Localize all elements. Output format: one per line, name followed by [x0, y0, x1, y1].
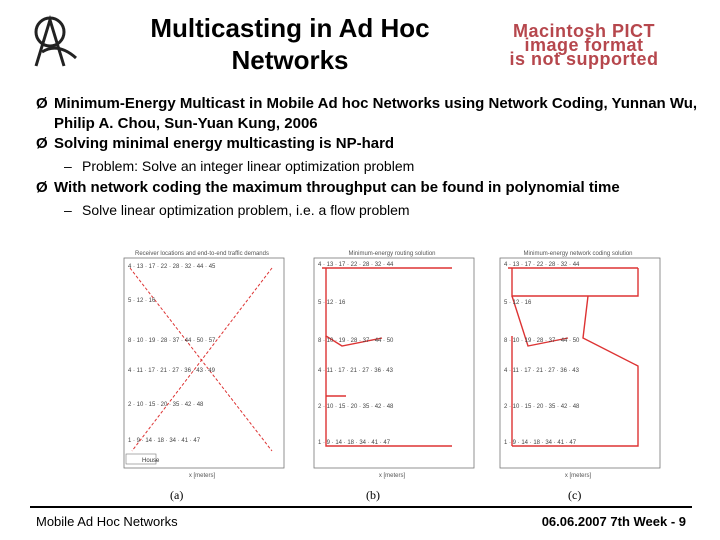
bullet-network-coding: Ø With network coding the maximum through… — [36, 179, 620, 196]
logo-icon — [34, 14, 77, 67]
slide-title: Multicasting in Ad Hoc Networks — [150, 13, 430, 75]
svg-text:8 · 10 · 19 · 28 · 37 · 44 · 5: 8 · 10 · 19 · 28 · 37 · 44 · 50 · 57 — [128, 338, 216, 344]
arrow-bullet-icon: Ø — [36, 179, 48, 196]
unsupported-image-placeholder: Macintosh PICT image format is not suppo… — [509, 21, 659, 69]
sub-bullet-solution: – Solve linear optimization problem, i.e.… — [64, 202, 410, 218]
footer-date-page: 06.06.2007 7th Week - 9 — [541, 514, 686, 529]
sub-bullet-problem: – Problem: Solve an integer linear optimi… — [64, 158, 415, 174]
svg-text:4 · 11 · 17 · 21 · 27 · 36 · 4: 4 · 11 · 17 · 21 · 27 · 36 · 43 · 49 — [128, 368, 216, 374]
svg-text:Minimum-energy routing solutio: Minimum-energy routing solution — [348, 251, 435, 257]
svg-text:5 · 12 · 16: 5 · 12 · 16 — [318, 300, 346, 306]
svg-text:4 · 13 · 17 · 22 · 28 · 32 · 4: 4 · 13 · 17 · 22 · 28 · 32 · 44 · 45 — [128, 264, 216, 270]
svg-text:8 · 10 · 19 · 28 · 37 · 44 · 5: 8 · 10 · 19 · 28 · 37 · 44 · 50 — [318, 338, 394, 344]
figure-panels: Receiver locations and end-to-end traffi… — [112, 246, 672, 502]
svg-text:House: House — [142, 458, 160, 464]
svg-text:1 · 9 · 14 · 18 · 34 · 41 · 47: 1 · 9 · 14 · 18 · 34 · 41 · 47 — [128, 438, 201, 444]
caption-b: (b) — [366, 488, 380, 502]
arrow-bullet-icon: Ø — [36, 135, 48, 152]
svg-text:Minimum-energy network coding: Minimum-energy network coding solution — [523, 251, 632, 257]
caption-a: (a) — [170, 488, 184, 502]
svg-text:x [meters]: x [meters] — [565, 473, 592, 479]
figure-panel-b: Minimum-energy routing solution 4 · 13 ·… — [313, 251, 475, 479]
svg-text:8 · 10 · 19 · 28 · 37 · 44 · 5: 8 · 10 · 19 · 28 · 37 · 44 · 50 — [504, 338, 580, 344]
figure-panel-a: Receiver locations and end-to-end traffi… — [123, 251, 285, 479]
svg-text:4 · 11 · 17 · 21 · 27 · 36 · 4: 4 · 11 · 17 · 21 · 27 · 36 · 43 — [504, 368, 580, 374]
svg-text:5 · 12 · 16: 5 · 12 · 16 — [504, 300, 532, 306]
svg-text:x [meters]: x [meters] — [189, 473, 216, 479]
svg-text:2 · 10 · 15 · 20 · 35 · 42 · 4: 2 · 10 · 15 · 20 · 35 · 42 · 48 — [318, 404, 394, 410]
svg-text:2 · 10 · 15 · 20 · 35 · 42 · 4: 2 · 10 · 15 · 20 · 35 · 42 · 48 — [504, 404, 580, 410]
bullet-paper-reference: Ø Minimum-Energy Multicast in Mobile Ad h… — [36, 95, 698, 132]
footer-course: Mobile Ad Hoc Networks — [36, 514, 178, 529]
svg-text:1 · 9 · 14 · 18 · 34 · 41 · 47: 1 · 9 · 14 · 18 · 34 · 41 · 47 — [504, 440, 577, 446]
svg-text:Receiver locations and end-to-: Receiver locations and end-to-end traffi… — [135, 251, 269, 257]
bullet-list: Ø Minimum-Energy Multicast in Mobile Ad h… — [36, 94, 712, 222]
svg-text:4 · 11 · 17 · 21 · 27 · 36 · 4: 4 · 11 · 17 · 21 · 27 · 36 · 43 — [318, 368, 394, 374]
svg-text:1 · 9 · 14 · 18 · 34 · 41 · 47: 1 · 9 · 14 · 18 · 34 · 41 · 47 — [318, 440, 391, 446]
svg-text:4 · 13 · 17 · 22 · 28 · 32 · 4: 4 · 13 · 17 · 22 · 28 · 32 · 44 — [504, 262, 580, 268]
bullet-np-hard: Ø Solving minimal energy multicasting is … — [36, 135, 395, 152]
svg-text:x [meters]: x [meters] — [379, 473, 406, 479]
figure-panel-c: Minimum-energy network coding solution 4… — [499, 251, 661, 479]
footer-divider — [30, 506, 692, 508]
svg-text:2 · 10 · 15 · 20 · 35 · 42 · 4: 2 · 10 · 15 · 20 · 35 · 42 · 48 — [128, 402, 204, 408]
svg-text:4 · 13 · 17 · 22 · 28 · 32 · 4: 4 · 13 · 17 · 22 · 28 · 32 · 44 — [318, 262, 394, 268]
caption-c: (c) — [568, 488, 582, 502]
arrow-bullet-icon: Ø — [36, 95, 48, 112]
svg-text:5 · 12 · 16: 5 · 12 · 16 — [128, 298, 156, 304]
